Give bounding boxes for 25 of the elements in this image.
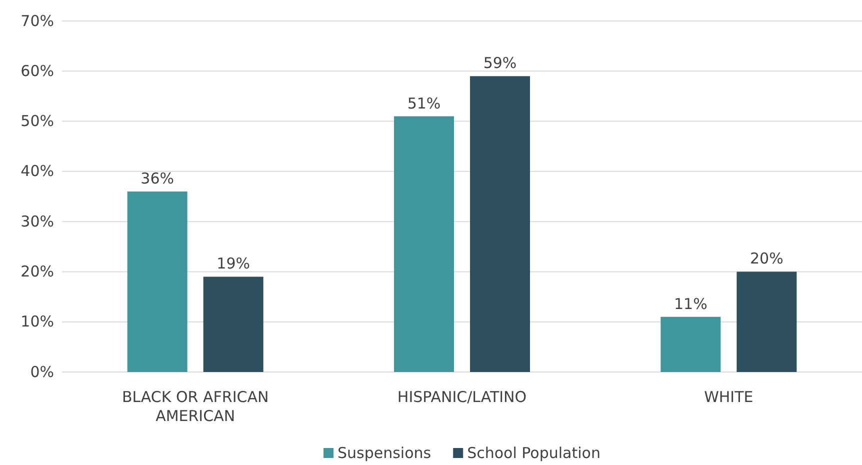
y-tick-label: 30% xyxy=(20,212,54,230)
y-tick-label: 70% xyxy=(20,12,54,30)
data-label: 51% xyxy=(407,94,441,112)
data-label: 59% xyxy=(483,54,517,72)
data-label: 20% xyxy=(750,250,784,268)
legend-label: School Population xyxy=(467,444,600,462)
bar xyxy=(470,76,530,372)
bar xyxy=(127,191,188,372)
bar xyxy=(736,272,797,372)
y-tick-label: 60% xyxy=(20,62,54,80)
data-label: 11% xyxy=(674,294,708,313)
y-tick-label: 20% xyxy=(20,262,54,281)
y-tick-label: 10% xyxy=(20,312,54,331)
y-tick-label: 50% xyxy=(20,112,54,130)
y-tick-label: 0% xyxy=(30,362,54,381)
legend-label: Suspensions xyxy=(338,444,432,462)
x-tick-label: WHITE xyxy=(704,388,754,406)
data-label: 36% xyxy=(140,169,174,188)
x-tick-label: HISPANIC/LATINO xyxy=(397,388,527,406)
bar xyxy=(394,116,454,372)
bar xyxy=(660,316,721,372)
data-label: 19% xyxy=(216,254,250,273)
bar xyxy=(203,276,264,372)
y-tick-label: 40% xyxy=(20,162,54,180)
x-tick-label: BLACK OR AFRICAN AMERICAN xyxy=(122,388,269,425)
